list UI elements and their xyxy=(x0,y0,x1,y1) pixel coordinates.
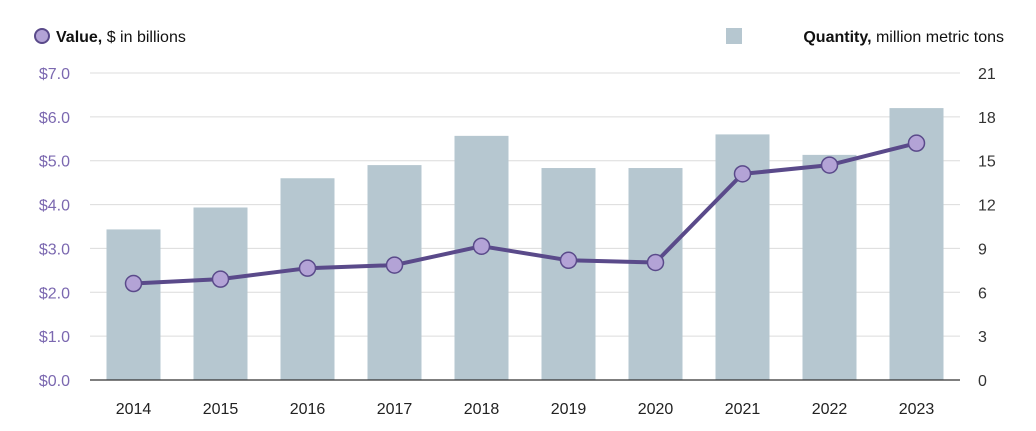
left-tick-label: $3.0 xyxy=(39,241,70,258)
legend-quantity-label: Quantity, xyxy=(803,29,871,46)
legend-quantity-unit: million metric tons xyxy=(872,29,1004,46)
right-tick-label: 21 xyxy=(978,66,996,83)
legend-value-marker-icon xyxy=(34,28,50,44)
legend-quantity-swatch-icon xyxy=(726,28,742,44)
value-line xyxy=(133,141,917,286)
value-point-2015 xyxy=(211,270,230,288)
quantity-bar-2018 xyxy=(454,135,509,380)
right-tick-label: 6 xyxy=(978,285,987,302)
right-tick-label: 0 xyxy=(978,373,987,390)
left-tick-label: $1.0 xyxy=(39,329,70,346)
value-point-2018 xyxy=(472,237,491,255)
value-line-series xyxy=(124,134,926,293)
x-tick-label: 2016 xyxy=(290,401,326,418)
x-tick-label: 2015 xyxy=(203,401,239,418)
quantity-bar-2019 xyxy=(541,168,596,380)
svg-text:Quantity, million metric tons: Quantity, million metric tons xyxy=(803,29,1004,46)
left-tick-label: $5.0 xyxy=(39,154,70,171)
x-tick-label: 2022 xyxy=(812,401,848,418)
value-point-2017 xyxy=(385,256,404,274)
right-tick-label: 3 xyxy=(978,329,987,346)
quantity-bar-2016 xyxy=(280,178,335,380)
value-point-2023 xyxy=(907,134,926,152)
quantity-bar-2020 xyxy=(628,168,683,380)
right-tick-label: 12 xyxy=(978,198,996,215)
left-axis-ticks: $0.0 $1.0 $2.0 $3.0 $4.0 $5.0 $6.0 $7.0 xyxy=(39,66,70,390)
right-tick-label: 18 xyxy=(978,110,996,127)
left-tick-label: $4.0 xyxy=(39,198,70,215)
right-tick-label: 9 xyxy=(978,241,987,258)
quantity-bars xyxy=(106,108,944,380)
x-tick-label: 2023 xyxy=(899,401,935,418)
value-point-2014 xyxy=(124,274,143,293)
quantity-bar-2014 xyxy=(106,229,161,380)
legend-value-unit: $ in billions xyxy=(102,29,186,46)
quantity-bar-2022 xyxy=(802,154,857,380)
legend-quantity: Quantity, million metric tons xyxy=(726,28,1004,46)
value-point-2022 xyxy=(820,156,839,174)
svg-text:Value, $ in billions: Value, $ in billions xyxy=(56,29,186,46)
x-tick-label: 2018 xyxy=(464,401,500,418)
left-tick-label: $0.0 xyxy=(39,373,70,390)
value-point-2019 xyxy=(559,251,578,270)
right-tick-label: 15 xyxy=(978,154,996,171)
x-tick-label: 2014 xyxy=(116,401,152,418)
legend-value-label: Value, xyxy=(56,29,102,46)
left-tick-label: $7.0 xyxy=(39,66,70,83)
x-axis-ticks: 2014 2015 2016 2017 2018 2019 2020 2021 2022 2023 xyxy=(116,401,935,418)
x-tick-label: 2020 xyxy=(638,401,674,418)
left-tick-label: $6.0 xyxy=(39,110,70,127)
legend-value: Value, $ in billions xyxy=(34,28,186,46)
quantity-bar-2015 xyxy=(193,207,248,380)
quantity-bar-2023 xyxy=(889,108,944,380)
value-point-2016 xyxy=(298,259,317,277)
left-tick-label: $2.0 xyxy=(39,285,70,302)
x-tick-label: 2019 xyxy=(551,401,587,418)
value-point-2021 xyxy=(733,165,752,183)
value-point-2020 xyxy=(646,253,665,272)
right-axis-ticks: 0 3 6 9 12 15 18 21 xyxy=(978,66,996,390)
x-tick-label: 2017 xyxy=(377,401,413,418)
x-tick-label: 2021 xyxy=(725,401,761,418)
